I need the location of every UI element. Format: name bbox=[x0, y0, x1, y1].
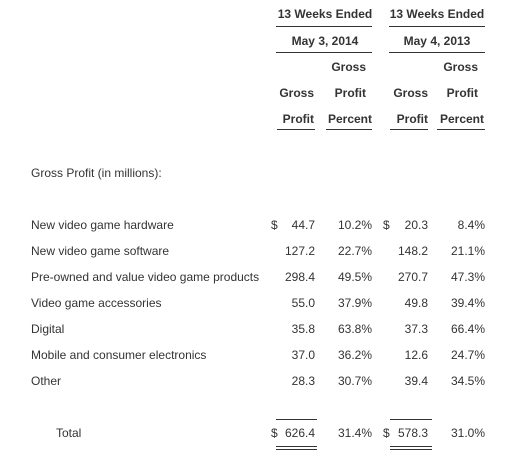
col-header-gp-2013-line2: Profit bbox=[396, 112, 428, 126]
gross-profit-2013: 37.3 bbox=[404, 322, 428, 336]
period-2013-line2: May 4, 2013 bbox=[403, 34, 471, 48]
total-double-rule bbox=[276, 446, 317, 450]
col-header-gp-pct-2013-line2: Profit bbox=[446, 86, 478, 100]
gross-profit-pct-2014: 49.5% bbox=[337, 270, 372, 284]
col-header-gp-pct-2013-line3: Percent bbox=[439, 112, 484, 126]
total-gross-profit-2014: 626.4 bbox=[284, 426, 315, 440]
gross-profit-2014: 35.8 bbox=[291, 322, 315, 336]
gross-profit-pct-2013: 8.4% bbox=[457, 218, 485, 232]
gross-profit-2013: 12.6 bbox=[404, 348, 428, 362]
gross-profit-2014: 127.2 bbox=[284, 244, 315, 258]
total-label: Total bbox=[56, 426, 82, 440]
gross-profit-2014: 28.3 bbox=[291, 374, 315, 388]
period-2014-line1: 13 Weeks Ended bbox=[277, 7, 373, 21]
currency-symbol: $ bbox=[271, 426, 278, 440]
gross-profit-2013: 270.7 bbox=[397, 270, 428, 284]
col-header-gp-pct-2014-line1: Gross bbox=[331, 60, 366, 74]
gross-profit-pct-2013: 66.4% bbox=[450, 322, 485, 336]
col-header-rule bbox=[326, 129, 372, 130]
gross-profit-2013: 148.2 bbox=[397, 244, 428, 258]
gross-profit-pct-2013: 34.5% bbox=[450, 374, 485, 388]
gross-profit-pct-2013: 21.1% bbox=[450, 244, 485, 258]
header-rule bbox=[276, 52, 372, 53]
gross-profit-2013: 49.8 bbox=[404, 296, 428, 310]
total-rule bbox=[276, 419, 317, 420]
col-header-gp-pct-2014-line2: Profit bbox=[334, 86, 366, 100]
gross-profit-pct-2014: 36.2% bbox=[337, 348, 372, 362]
gross-profit-pct-2014: 22.7% bbox=[337, 244, 372, 258]
gross-profit-pct-2014: 30.7% bbox=[337, 374, 372, 388]
period-2014-line2: May 3, 2014 bbox=[291, 34, 359, 48]
col-header-gp-pct-2013-line1: Gross bbox=[443, 60, 478, 74]
gross-profit-pct-2013: 39.4% bbox=[450, 296, 485, 310]
gross-profit-2014: 37.0 bbox=[291, 348, 315, 362]
total-double-rule bbox=[390, 446, 432, 450]
row-label: Pre-owned and value video game products bbox=[31, 270, 260, 284]
row-label: Digital bbox=[31, 322, 65, 336]
col-header-rule bbox=[437, 129, 485, 130]
currency-symbol: $ bbox=[383, 426, 390, 440]
col-header-gp-2014-line2: Profit bbox=[282, 112, 314, 126]
gross-profit-2013: 20.3 bbox=[404, 218, 428, 232]
gross-profit-pct-2014: 37.9% bbox=[337, 296, 372, 310]
col-header-gp-2014-line1: Gross bbox=[279, 86, 314, 100]
header-rule bbox=[276, 26, 372, 27]
row-label: Video game accessories bbox=[31, 296, 162, 310]
header-rule bbox=[389, 52, 485, 53]
gross-profit-pct-2014: 10.2% bbox=[337, 218, 372, 232]
gross-profit-2014: 55.0 bbox=[291, 296, 315, 310]
total-rule bbox=[390, 419, 432, 420]
gross-profit-pct-2013: 47.3% bbox=[450, 270, 485, 284]
gross-profit-pct-2013: 24.7% bbox=[450, 348, 485, 362]
total-gross-profit-2013: 578.3 bbox=[397, 426, 428, 440]
header-rule bbox=[389, 26, 485, 27]
col-header-gp-pct-2014-line3: Percent bbox=[327, 112, 372, 126]
col-header-rule bbox=[277, 129, 315, 130]
gross-profit-2013: 39.4 bbox=[404, 374, 428, 388]
gross-profit-2014: 44.7 bbox=[291, 218, 315, 232]
col-header-gp-2013-line1: Gross bbox=[393, 86, 428, 100]
total-gross-profit-pct-2013: 31.0% bbox=[450, 426, 485, 440]
currency-symbol: $ bbox=[383, 218, 390, 232]
gross-profit-pct-2014: 63.8% bbox=[337, 322, 372, 336]
row-label: New video game hardware bbox=[31, 218, 174, 232]
row-label: New video game software bbox=[31, 244, 170, 258]
total-gross-profit-pct-2014: 31.4% bbox=[337, 426, 372, 440]
row-label: Other bbox=[31, 374, 62, 388]
period-2013-line1: 13 Weeks Ended bbox=[389, 7, 485, 21]
currency-symbol: $ bbox=[271, 218, 278, 232]
section-title: Gross Profit (in millions): bbox=[31, 166, 162, 180]
col-header-rule bbox=[390, 129, 428, 130]
gross-profit-2014: 298.4 bbox=[284, 270, 315, 284]
row-label: Mobile and consumer electronics bbox=[31, 348, 207, 362]
